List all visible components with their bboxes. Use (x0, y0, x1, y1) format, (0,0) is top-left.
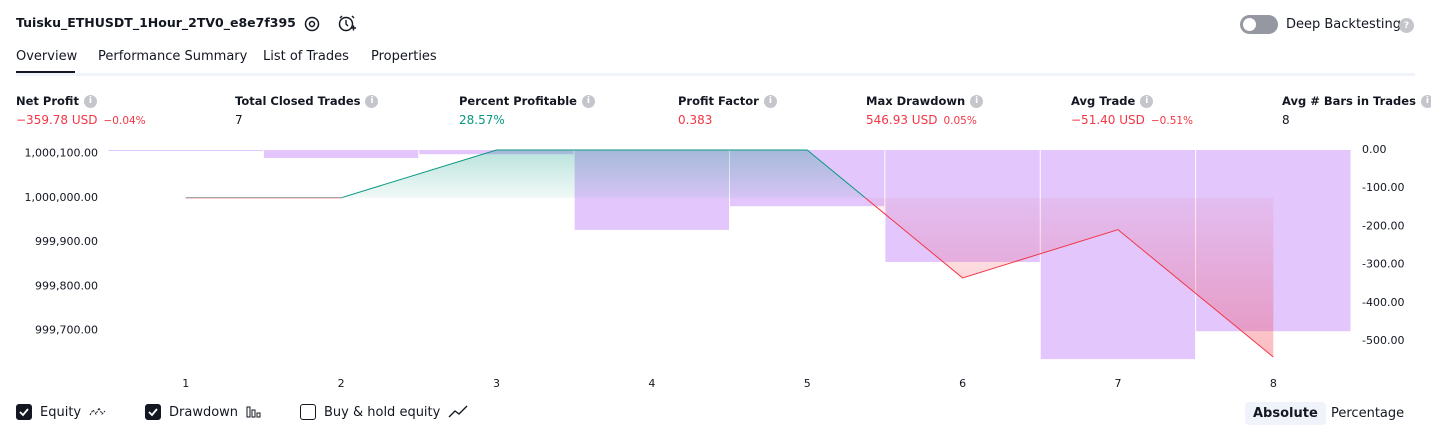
metric-label-text: Avg # Bars in Trades (1282, 94, 1416, 108)
metric-value: 8 (1282, 113, 1290, 127)
strategy-title: Tuisku_ETHUSDT_1Hour_2TV0_e8e7f395 (16, 15, 296, 30)
mode-button[interactable]: Absolute (1245, 402, 1326, 425)
info-icon: i (83, 94, 97, 108)
metric-value: 546.93 USD 0.05% (866, 113, 977, 127)
y2-tick-label: -200.00 (1362, 219, 1404, 232)
tab[interactable]: Overview (16, 49, 78, 64)
metric-value: −51.40 USD −0.51% (1071, 113, 1193, 127)
settings-icon[interactable] (303, 15, 321, 33)
x-tick-label: 1 (182, 377, 189, 390)
metric-value-text: 7 (235, 113, 243, 127)
alert-icon[interactable] (337, 14, 357, 34)
y2-tick-label: -400.00 (1362, 296, 1404, 309)
tab[interactable]: Properties (371, 49, 437, 64)
metric-label-text: Max Drawdown (866, 94, 966, 108)
series-icon (89, 406, 106, 416)
series-icon (246, 406, 261, 418)
metric-label: Avg Trade i (1071, 94, 1154, 108)
checkbox-label: Drawdown (169, 404, 239, 420)
equity-line (185, 149, 867, 198)
y-tick-label: 999,700.00 (35, 324, 98, 337)
active-tab-underline (16, 71, 75, 74)
info-icon: i (970, 94, 984, 108)
x-tick-label: 4 (648, 377, 655, 390)
info-icon: i (581, 94, 595, 108)
metric-value-text: −51.40 USD (1071, 113, 1145, 127)
drawdown-bar (263, 150, 419, 159)
metric-change: 0.05% (943, 115, 977, 127)
checkbox-row[interactable]: Equity (16, 404, 111, 420)
metric-value: 28.57% (459, 113, 505, 127)
y2-tick-label: -100.00 (1362, 181, 1404, 194)
y-tick-label: 999,800.00 (35, 279, 98, 292)
y2-tick-label: 0.00 (1362, 143, 1387, 156)
checkbox-row[interactable]: Buy & hold equity (300, 404, 470, 420)
metric-label-text: Net Profit (16, 94, 79, 108)
equity-area (185, 150, 1274, 198)
deep-backtesting-label: Deep Backtesting (1286, 17, 1402, 32)
metric-value-text: 0.383 (678, 113, 713, 127)
y-tick-label: 999,900.00 (35, 235, 98, 248)
tab[interactable]: List of Trades (263, 49, 349, 64)
metric-label: Total Closed Trades i (235, 94, 379, 108)
tab-divider (16, 73, 1415, 76)
metric-label: Profit Factor i (678, 94, 777, 108)
series-icon (448, 405, 468, 418)
metric-value-text: 8 (1282, 113, 1290, 127)
metric-change: −0.51% (1150, 115, 1194, 127)
metric-value: −359.78 USD −0.04% (16, 113, 146, 127)
checkbox[interactable] (145, 404, 161, 420)
help-icon[interactable]: ? (1399, 18, 1414, 33)
info-icon: i (365, 94, 379, 108)
x-tick-label: 6 (959, 377, 966, 390)
metric-label: Avg # Bars in Trades i (1282, 94, 1431, 108)
metric-value-text: −359.78 USD (16, 113, 98, 127)
info-icon: i (1420, 94, 1431, 108)
checkbox[interactable] (300, 404, 316, 420)
checkbox-label: Equity (40, 404, 82, 420)
metric-value: 7 (235, 113, 243, 127)
x-tick-label: 2 (338, 377, 345, 390)
checkbox[interactable] (16, 404, 32, 420)
info-icon: i (1140, 94, 1154, 108)
equity-area (865, 197, 1274, 358)
x-tick-label: 5 (804, 377, 811, 390)
metric-label-text: Total Closed Trades (235, 94, 361, 108)
y2-tick-label: -500.00 (1362, 334, 1404, 347)
drawdown-bar (108, 150, 263, 151)
metric-value-text: 28.57% (459, 113, 505, 127)
metric-value: 0.383 (678, 113, 712, 127)
info-icon: i (763, 94, 777, 108)
x-tick-label: 8 (1270, 377, 1277, 390)
metric-change: −0.04% (103, 115, 146, 127)
metric-label-text: Profit Factor (678, 94, 759, 108)
metric-label-text: Avg Trade (1071, 94, 1136, 108)
metric-label: Percent Profitable i (459, 94, 595, 108)
tab[interactable]: Performance Summary (98, 49, 248, 64)
checkbox-row[interactable]: Drawdown (145, 404, 268, 420)
metric-label-text: Percent Profitable (459, 94, 577, 108)
metric-value-text: 546.93 USD (866, 113, 938, 127)
metric-label: Net Profit i (16, 94, 97, 108)
y2-tick-label: -300.00 (1362, 258, 1404, 271)
checkbox-label: Buy & hold equity (324, 404, 441, 420)
y-tick-label: 1,000,000.00 (25, 191, 98, 204)
mode-button[interactable]: Percentage (1331, 406, 1405, 421)
deep-backtesting-toggle[interactable] (1240, 15, 1278, 34)
equity-line (185, 197, 1274, 358)
x-tick-label: 3 (493, 377, 500, 390)
y-tick-label: 1,000,100.00 (25, 147, 98, 160)
x-tick-label: 7 (1114, 377, 1121, 390)
metric-label: Max Drawdown i (866, 94, 984, 108)
